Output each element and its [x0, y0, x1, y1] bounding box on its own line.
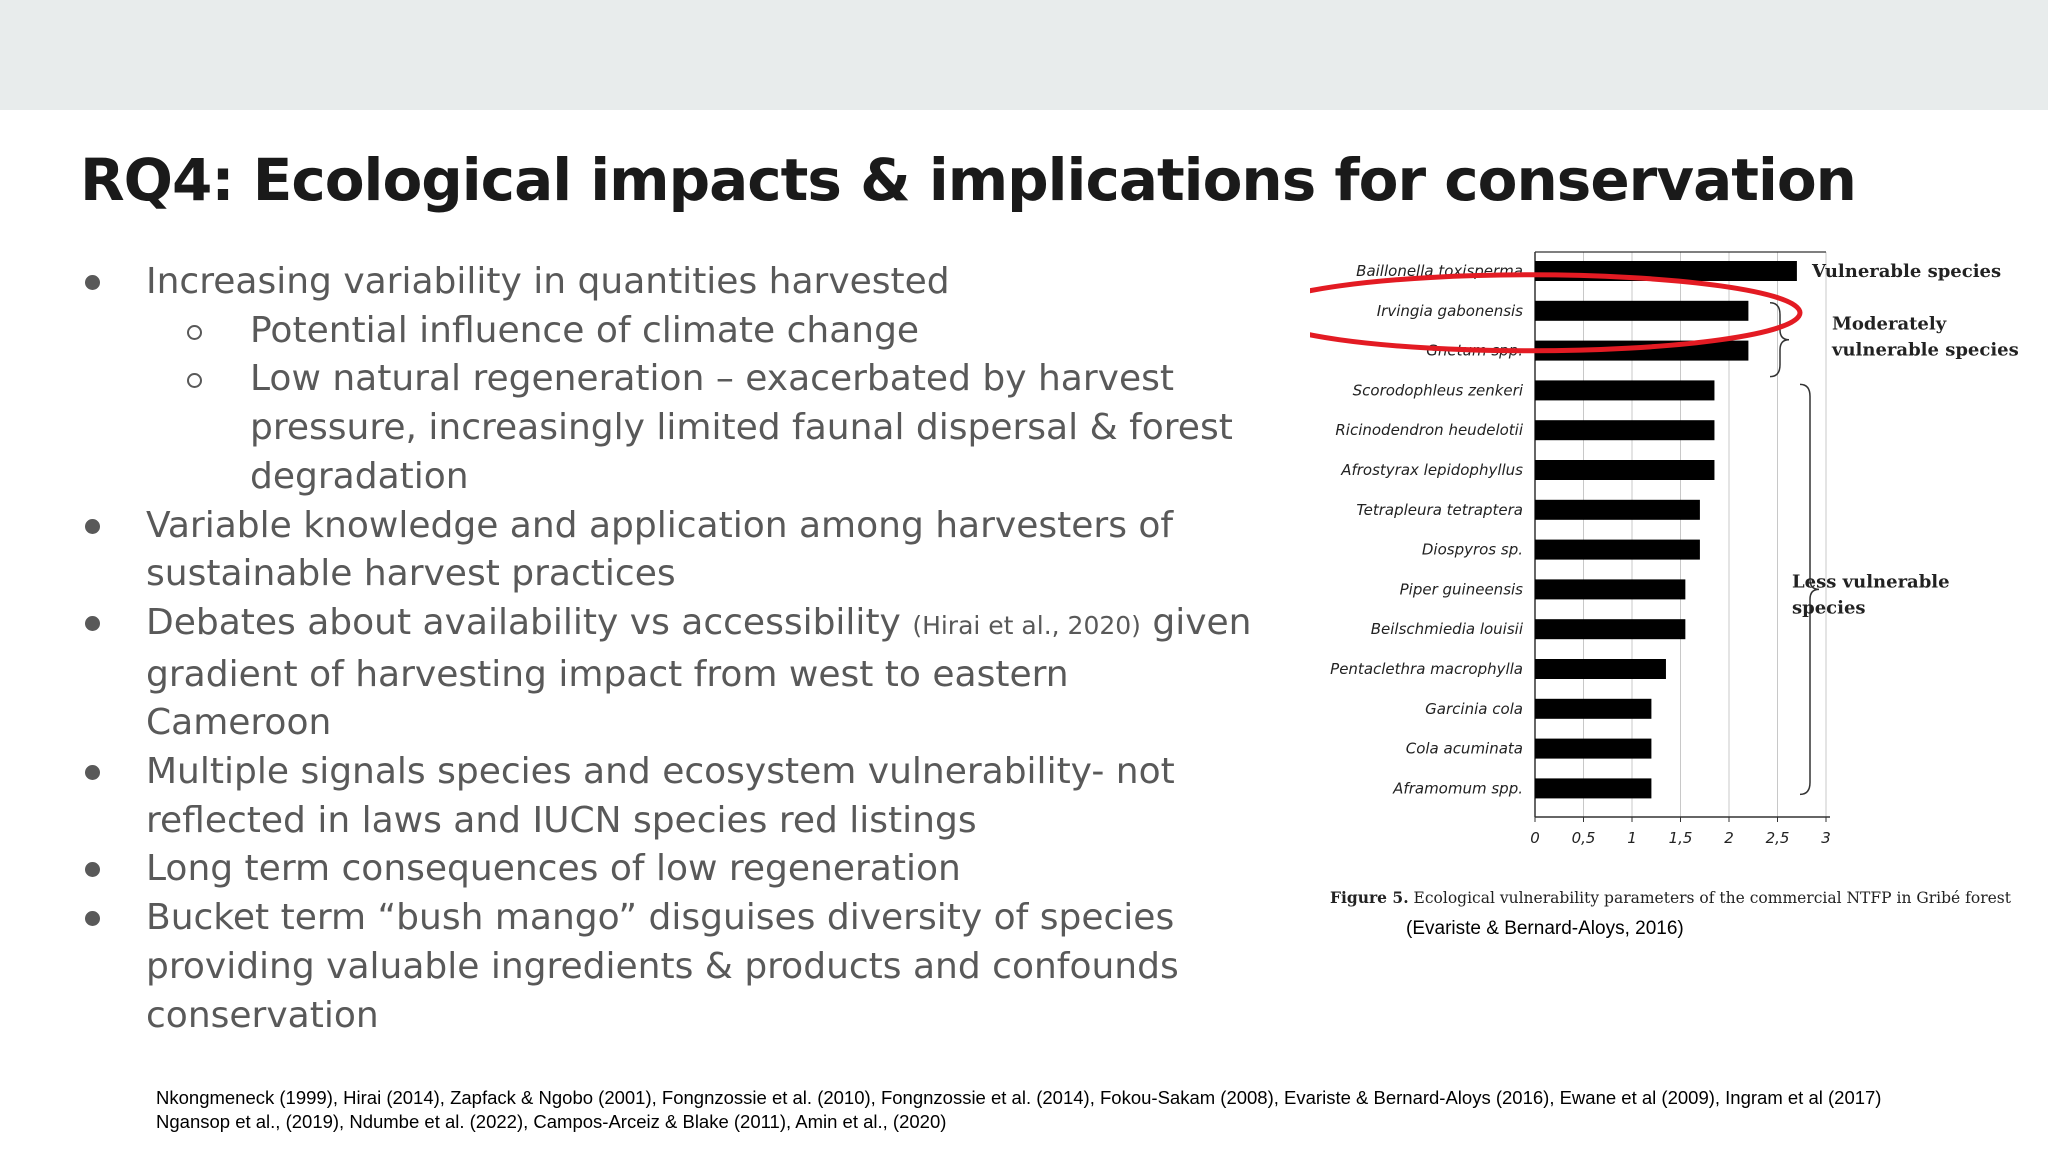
bullet-line: sustainable harvest practices — [146, 553, 676, 595]
bullet-item: Long term consequences of low regenerati… — [80, 845, 1280, 894]
bar — [1535, 659, 1666, 679]
reference-line: Ngansop et al., (2019), Ndumbe et al. (2… — [156, 1111, 947, 1132]
group-label: Moderately — [1832, 314, 1947, 335]
bullet-line: gradient of harvesting impact from west … — [146, 653, 1069, 695]
group-label: vulnerable species — [1831, 340, 2019, 361]
group-brace — [1769, 302, 1790, 378]
bar — [1535, 579, 1686, 600]
category-label: Piper guineensis — [1400, 580, 1524, 598]
x-tick-label: 2 — [1724, 829, 1734, 847]
sub-bullet-item: Potential influence of climate change — [80, 307, 1280, 356]
x-tick-label: 1 — [1627, 829, 1637, 847]
bar — [1535, 778, 1652, 799]
bullet-line: degradation — [250, 455, 469, 497]
group-label: Less vulnerable — [1792, 571, 1950, 592]
category-label: Ricinodendron heudelotii — [1335, 421, 1523, 439]
bullet-item: Increasing variability in quantities har… — [80, 258, 1280, 307]
bar — [1535, 698, 1652, 719]
bar — [1535, 300, 1749, 321]
references: Nkongmeneck (1999), Hirai (2014), Zapfac… — [156, 1086, 1881, 1134]
x-tick-label: 2,5 — [1766, 829, 1790, 847]
x-tick-label: 0 — [1530, 829, 1540, 847]
bullet-item: Multiple signals species and ecosystem v… — [80, 748, 1280, 845]
bullet-line-tail: given — [1152, 601, 1252, 643]
bar — [1535, 499, 1700, 520]
bar — [1535, 340, 1749, 361]
bullet-line: Bucket term “bush mango” disguises diver… — [146, 897, 1175, 939]
x-tick-label: 3 — [1821, 829, 1831, 847]
bullet-line: Cameroon — [146, 702, 332, 744]
bar — [1535, 539, 1700, 560]
bullet-item: Bucket term “bush mango” disguises diver… — [80, 894, 1280, 1040]
category-label: Tetrapleura tetraptera — [1356, 501, 1523, 519]
group-label: species — [1792, 597, 1866, 618]
group-label: Vulnerable species — [1811, 261, 2001, 282]
figure-caption: Figure 5. Ecological vulnerability param… — [1330, 888, 2011, 907]
bullet-line: reflected in laws and IUCN species red l… — [146, 799, 977, 841]
vulnerability-chart: Baillonella toxisperma Irvingia gabonensi… — [1310, 240, 2030, 850]
figure-caption-text: Ecological vulnerability parameters of t… — [1408, 889, 2011, 907]
bar — [1535, 619, 1686, 640]
bar — [1535, 380, 1715, 401]
bullet-item: Variable knowledge and application among… — [80, 502, 1280, 599]
category-label: Cola acuminata — [1406, 740, 1523, 758]
x-tick-label: 0,5 — [1572, 829, 1596, 847]
bar — [1535, 738, 1652, 759]
bullet-line: providing valuable ingredients & product… — [146, 945, 1179, 987]
bullet-line-text: Debates about availability vs accessibil… — [146, 601, 901, 643]
inline-citation: (Hirai et al., 2020) — [912, 610, 1141, 640]
bullet-item: Debates about availability vs accessibil… — [80, 599, 1280, 748]
bullet-list: Increasing variability in quantities har… — [80, 258, 1280, 1040]
bullet-line: Long term consequences of low regenerati… — [146, 848, 961, 890]
category-label: Irvingia gabonensis — [1377, 302, 1523, 320]
bar — [1535, 460, 1715, 480]
highlight-ellipse — [1310, 272, 1803, 354]
slide-title: RQ4: Ecological impacts & implications f… — [80, 146, 1857, 214]
category-label: Pentaclethra macrophylla — [1330, 660, 1523, 678]
x-tick-label: 1,5 — [1669, 829, 1693, 847]
bullet-line: Debates about availability vs accessibil… — [146, 599, 1280, 651]
bullet-line: conservation — [146, 994, 379, 1036]
bullet-line: Variable knowledge and application among… — [146, 504, 1174, 546]
top-band — [0, 0, 2048, 110]
bullet-line: Multiple signals species and ecosystem v… — [146, 751, 1175, 793]
reference-line: Nkongmeneck (1999), Hirai (2014), Zapfac… — [156, 1087, 1882, 1108]
sub-bullet-item: Low natural regeneration – exacerbated b… — [80, 355, 1280, 501]
category-label: Beilschmiedia louisii — [1371, 620, 1524, 638]
bullet-line: Increasing variability in quantities har… — [146, 261, 950, 302]
bullet-line: Potential influence of climate change — [250, 309, 920, 351]
category-label: Afrostyrax lepidophyllus — [1340, 461, 1523, 479]
figure-source: (Evariste & Bernard-Aloys, 2016) — [1406, 918, 1684, 939]
category-label: Scorodophleus zenkeri — [1353, 381, 1524, 399]
category-label: Garcinia cola — [1425, 700, 1523, 718]
category-label: Diospyros sp. — [1422, 541, 1523, 559]
group-brace — [1799, 383, 1820, 796]
category-label: Aframomum spp. — [1392, 779, 1523, 797]
bar — [1535, 420, 1715, 441]
bullet-line: pressure, increasingly limited faunal di… — [250, 407, 1233, 449]
figure-caption-label: Figure 5. — [1330, 888, 1409, 907]
bullet-line: Low natural regeneration – exacerbated b… — [250, 358, 1174, 400]
